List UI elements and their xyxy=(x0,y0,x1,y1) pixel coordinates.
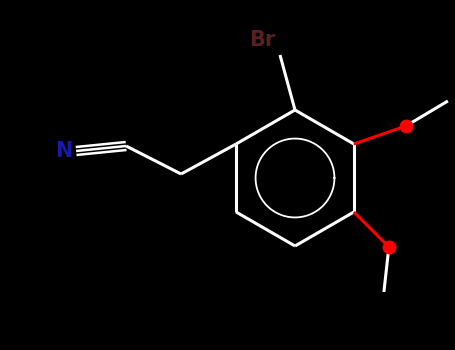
Text: Br: Br xyxy=(249,30,275,50)
Text: N: N xyxy=(56,141,73,161)
